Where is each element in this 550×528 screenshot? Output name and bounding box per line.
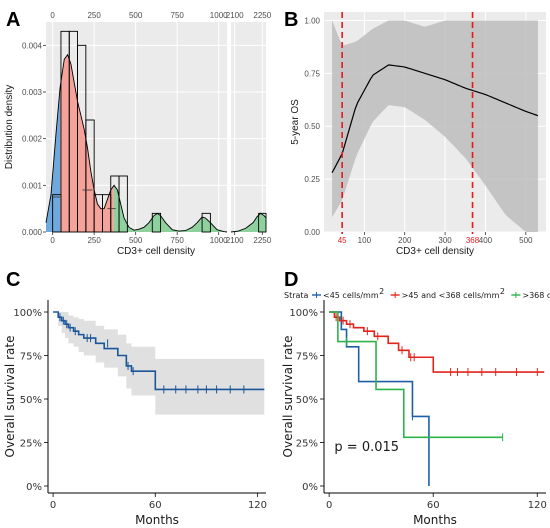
panel-a-x-tick-label-top-1: 250 — [87, 11, 101, 20]
panel-c-x-tick-label-2: 120 — [248, 500, 267, 511]
panel-b-label: B — [284, 9, 298, 31]
panel-a-x-tick-label-top-6: 2250 — [253, 11, 271, 20]
panel-b-x-tick-label-3: 400 — [479, 236, 493, 245]
panel-b-y-tick-label-4: 1.00 — [304, 16, 320, 25]
panel-b-x-tick-label-1: 200 — [398, 236, 412, 245]
panel-d-legend-label-1: >45 and <368 cells/mm — [402, 291, 500, 300]
panel-d-legend-label-2: >368 cells/mm — [522, 291, 550, 300]
panel-a-y-axis-label: Distribution density — [4, 85, 15, 169]
panel-a-histogram-bar-9 — [151, 212, 162, 233]
panel-a-content: 0.000 0.001 0.002 0.003 0.004 0 0 250 250 500 500 7… — [22, 11, 272, 245]
panel-a-density-region-0 — [46, 87, 61, 232]
panel-d-y-tick-label-1: 25% — [296, 439, 318, 450]
panel-a-y-tick-label-0: 0.000 — [22, 228, 43, 237]
panel-b-x-tick-label-4: 500 — [519, 236, 533, 245]
panel-c-x-tick-label-0: 0 — [50, 500, 56, 511]
panel-b-y-tick-label-3: 0.75 — [304, 69, 320, 78]
panel-c-confidence-band — [53, 312, 265, 415]
panel-c-x-tick-label-1: 60 — [149, 500, 162, 511]
panel-a-density-curve-right — [230, 212, 267, 233]
panel-c-label: C — [6, 269, 20, 291]
panel-b-confidence-band — [332, 20, 538, 233]
panel-a-plot-area-right — [231, 22, 266, 232]
panel-d-content: 0% 25% 50% 75% 100% 0 60 120 — [289, 300, 547, 511]
panel-d-y-tick-label-4: 100% — [289, 308, 318, 319]
panel-d-y-tick-label-0: 0% — [302, 482, 318, 493]
panel-d-p-value: p = 0.015 — [334, 440, 399, 455]
panel-a-x-tick-label-6: 2250 — [253, 236, 271, 245]
panel-d-legend: Strata <45 cells/mm 2 >45 and <368 cells/m… — [284, 287, 550, 300]
panel-c-y-tick-label-3: 75% — [20, 352, 42, 363]
panel-d-x-tick-label-0: 0 — [326, 500, 332, 511]
panel-a-density-curve — [45, 53, 228, 233]
panel-d-y-tick-label-3: 75% — [296, 352, 318, 363]
panel-a-y-tick-label-2: 0.002 — [22, 135, 43, 144]
panel-a-x-tick-label-1: 250 — [87, 236, 101, 245]
panel-a-density-region-1 — [60, 55, 114, 233]
panel-d-y-tick-label-2: 50% — [296, 395, 318, 406]
panel-b-x-tick-label-2: 300 — [438, 236, 452, 245]
panel-a-histogram-bar-8 — [118, 175, 128, 233]
panel-c-y-tick-label-0: 0% — [26, 482, 42, 493]
panel-b-fitted-curve — [331, 64, 539, 174]
panel-b: B 0.00 0.25 0.50 0.75 1.00 100 200 300 400 500 45 3… — [284, 9, 546, 257]
panel-a-x-tick-label-3: 750 — [171, 236, 185, 245]
panel-a-x-tick-label-top-5: 2100 — [226, 11, 244, 20]
panel-c-y-tick-label-1: 25% — [20, 439, 42, 450]
panel-b-content: 0.00 0.25 0.50 0.75 1.00 100 200 300 400 500 45 368 — [304, 12, 546, 245]
panel-a-label: A — [6, 9, 20, 31]
panel-d-legend-label-sup-1: 2 — [500, 287, 505, 296]
panel-a-x-tick-label-2: 500 — [129, 236, 143, 245]
panel-d-label: D — [284, 269, 298, 291]
panel-a-y-tick-label-4: 0.004 — [22, 41, 43, 50]
panel-d: D Strata <45 cells/mm 2 >45 and <368 cells… — [281, 269, 550, 527]
panel-d-legend-label-0: <45 cells/mm — [323, 291, 379, 300]
panel-a-density-region-2 — [113, 185, 227, 232]
panel-b-x-tick-label-0: 100 — [358, 236, 372, 245]
panel-c-y-axis-label: Overall survival rate — [3, 336, 17, 458]
panel-d-y-axis-label: Overall survival rate — [281, 336, 295, 458]
panel-a-x-tick-label-4: 1000 — [210, 236, 228, 245]
panel-d-survival-curve-2 — [329, 311, 503, 439]
panel-c-content: 0% 25% 50% 75% 100% 0 60 120 — [13, 300, 267, 511]
panel-a-x-tick-label-top-3: 750 — [171, 11, 185, 20]
panel-b-y-axis-label: 5-year OS — [290, 99, 301, 145]
panel-d-legend-label-sup-0: 2 — [379, 287, 384, 296]
panel-a-x-tick-label-top-0: 0 — [50, 11, 55, 20]
panel-b-y-tick-label-2: 0.50 — [304, 122, 320, 131]
panel-a-x-axis-label: CD3+ cell density — [117, 246, 195, 257]
panel-a-density-region-right — [231, 213, 266, 232]
panel-a-y-tick-label-3: 0.003 — [22, 88, 43, 97]
panel-a-histogram-bar-4 — [85, 119, 95, 233]
panel-b-cutoff-label-0: 45 — [338, 236, 347, 245]
panel-c-y-tick-label-2: 50% — [20, 395, 42, 406]
panel-d-legend-title: Strata — [284, 291, 309, 300]
panel-d-survival-curve-0 — [329, 311, 430, 486]
panel-a-x-tick-label-top-2: 500 — [129, 11, 143, 20]
panel-d-survival-curve-1 — [329, 311, 545, 373]
panel-d-x-axis-label: Months — [413, 513, 457, 527]
panel-d-x-tick-label-2: 120 — [528, 500, 547, 511]
panel-b-cutoff-label-1: 368 — [466, 236, 480, 245]
panel-a-x-tick-label-top-4: 1000 — [210, 11, 228, 20]
panel-a-y-tick-label-1: 0.001 — [22, 181, 43, 190]
panel-b-y-tick-label-0: 0.00 — [304, 228, 320, 237]
panel-c-y-tick-label-4: 100% — [13, 308, 42, 319]
panel-b-x-axis-label: CD3+ cell density — [396, 246, 474, 257]
panel-c-x-axis-label: Months — [135, 513, 179, 527]
panel-a: A 0.000 0.001 0.002 0.003 0.004 0 0 250 250 500 50… — [4, 9, 272, 257]
panel-a-x-tick-label-0: 0 — [50, 236, 55, 245]
panel-c: C 0% 25% 50% 75% 100% 0 60 120 Months Overall s… — [3, 269, 267, 527]
panel-a-x-tick-label-5: 2100 — [226, 236, 244, 245]
panel-b-y-tick-label-1: 0.25 — [304, 175, 320, 184]
panel-d-x-tick-label-1: 60 — [427, 500, 440, 511]
